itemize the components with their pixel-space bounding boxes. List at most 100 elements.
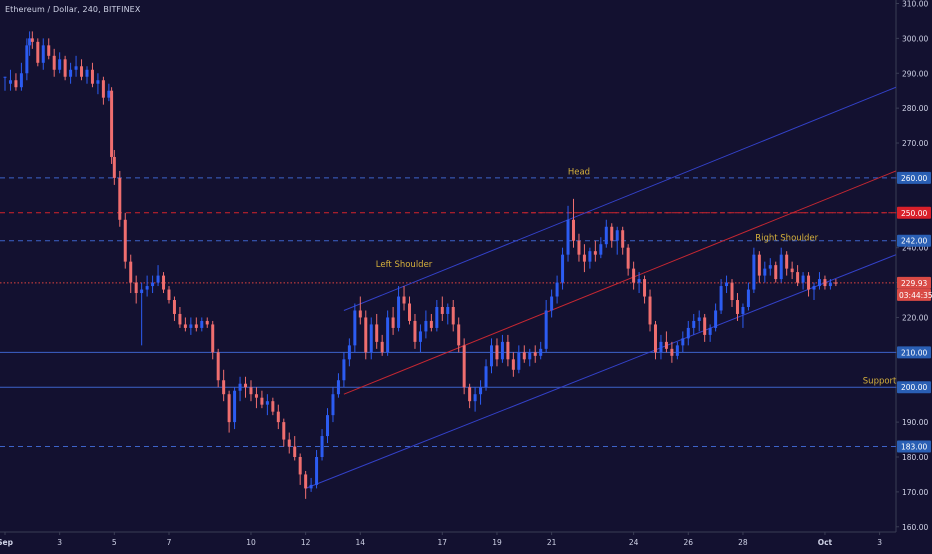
y-tick-label: 180.00	[902, 453, 928, 462]
candle-body	[834, 282, 838, 284]
candle-body	[227, 394, 231, 423]
candle-body	[462, 345, 466, 388]
candle-body	[8, 80, 12, 84]
candle-body	[233, 390, 237, 423]
candle-body	[391, 317, 395, 328]
candle-body	[19, 73, 23, 88]
candle-body	[265, 401, 269, 405]
candle-body	[670, 348, 674, 356]
candle-body	[380, 341, 384, 353]
level-price-label: 242.00	[901, 237, 927, 246]
candle-body	[708, 327, 712, 335]
candle-body	[561, 254, 565, 283]
candle-body	[506, 341, 510, 360]
chart-title: Ethereum / Dollar, 240, BITFINEX	[5, 5, 141, 14]
annotation-label: Head	[568, 167, 590, 177]
trend-line-upper-channel	[343, 86, 896, 311]
level-price-tag	[897, 440, 931, 453]
candle-body	[74, 66, 78, 70]
candle-body	[604, 226, 608, 245]
countdown-tag	[897, 288, 931, 301]
candle-body	[80, 66, 84, 77]
candle-body	[151, 282, 155, 287]
candle-body	[107, 90, 111, 98]
candle-body	[577, 240, 581, 255]
candle-body	[364, 317, 368, 353]
candle-body	[309, 484, 313, 489]
candle-body	[653, 324, 657, 353]
x-tick-label: 12	[301, 538, 311, 547]
candle-body	[675, 345, 679, 356]
candle-body	[178, 313, 182, 325]
candle-body	[331, 394, 335, 416]
candle-body	[375, 324, 379, 342]
candle-body	[30, 38, 34, 42]
candle-body	[528, 352, 532, 360]
candle-body	[418, 331, 422, 342]
candle-body	[703, 317, 707, 335]
x-tick-label: 21	[547, 538, 557, 547]
candle-body	[599, 244, 603, 255]
candle-body	[566, 219, 570, 255]
candle-body	[593, 251, 597, 255]
level-price-label: 200.00	[901, 383, 927, 392]
x-tick-label: 10	[246, 538, 256, 547]
candle-body	[828, 282, 832, 287]
candle-body	[774, 265, 778, 280]
x-tick-label: 7	[167, 538, 172, 547]
candle-body	[41, 45, 45, 63]
countdown-label: 03:44:35	[899, 291, 932, 300]
candle-body	[386, 317, 390, 353]
candle-body	[779, 254, 783, 280]
level-price-label: 260.00	[901, 174, 927, 183]
candle-body	[293, 446, 297, 457]
candle-body	[571, 219, 575, 241]
candle-body	[96, 80, 100, 84]
candle-body	[807, 275, 811, 290]
y-tick-label: 300.00	[902, 34, 928, 43]
y-tick-label: 220.00	[902, 313, 928, 322]
level-price-tag	[897, 276, 931, 289]
candle-body	[746, 289, 750, 307]
candle-body	[768, 265, 772, 269]
candle-body	[28, 38, 32, 46]
candle-body	[643, 279, 647, 297]
candle-body	[615, 230, 619, 241]
candle-body	[796, 272, 800, 283]
candle-body	[473, 394, 477, 402]
candle-body	[468, 387, 472, 402]
candle-body	[752, 254, 756, 290]
candle-body	[140, 289, 144, 294]
annotation-label: Support	[863, 377, 897, 387]
y-tick-label: 160.00	[902, 523, 928, 532]
candle-body	[85, 69, 89, 77]
candle-body	[287, 439, 291, 447]
candle-body	[812, 286, 816, 290]
annotation-label: Right Shoulder	[755, 234, 818, 244]
candle-body	[692, 320, 696, 328]
candle-body	[500, 341, 504, 360]
candle-body	[648, 296, 652, 325]
candle-body	[47, 45, 51, 56]
level-price-tag	[897, 171, 931, 184]
candle-body	[90, 69, 94, 84]
candle-body	[145, 286, 149, 290]
candle-body	[254, 394, 258, 398]
candle-body	[222, 380, 226, 395]
x-tick-label: 24	[629, 538, 639, 547]
candle-body	[336, 380, 340, 395]
candle-body	[484, 366, 488, 388]
x-tick-label: Sep	[0, 538, 14, 547]
candle-body	[238, 383, 242, 391]
candle-body	[735, 300, 739, 314]
candle-body	[69, 69, 73, 77]
candle-body	[435, 306, 439, 328]
candle-body	[511, 359, 515, 370]
candle-body	[741, 306, 745, 314]
candle-body	[271, 401, 275, 412]
candle-body	[533, 352, 537, 356]
candle-body	[555, 282, 559, 297]
candle-body	[714, 310, 718, 328]
candle-body	[408, 303, 412, 321]
